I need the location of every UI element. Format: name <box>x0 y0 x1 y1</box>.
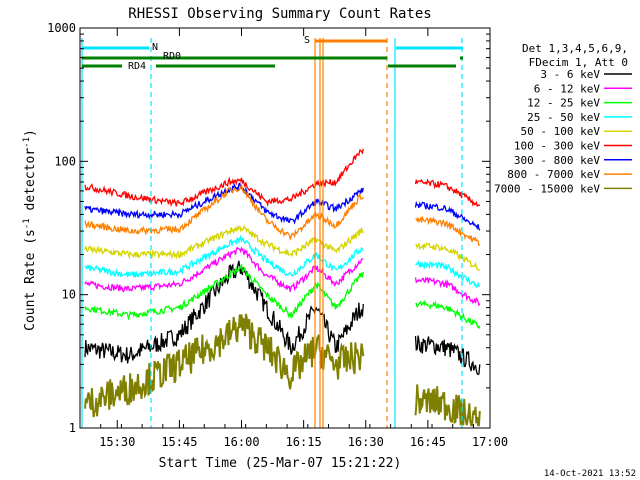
x-axis-label: Start Time (25-Mar-07 15:21:22) <box>159 456 402 471</box>
annotation-rd4: RD4 <box>128 61 146 72</box>
series-6-line-1 <box>414 200 481 231</box>
series-6 <box>84 182 481 231</box>
series-6-line-0 <box>84 182 364 225</box>
series-1-line-1 <box>414 276 481 307</box>
series-7 <box>84 184 481 247</box>
series-1 <box>84 246 481 307</box>
series-0-line-1 <box>414 335 481 376</box>
y-tick-label-2: 100 <box>54 154 76 168</box>
legend-label-6: 300 - 800 keV <box>514 154 600 167</box>
chart-title: RHESSI Observing Summary Count Rates <box>128 6 431 22</box>
series-3 <box>84 234 481 288</box>
x-tick-label-6: 17:00 <box>472 435 508 449</box>
series-5-line-0 <box>84 148 364 208</box>
series-5 <box>84 148 481 208</box>
series-8-line-1 <box>414 384 481 427</box>
legend-label-5: 100 - 300 keV <box>514 140 600 153</box>
legend-label-8: 7000 - 15000 keV <box>494 182 600 195</box>
plot-area: N RD0 RD4 S 1 10 100 1000 15:30 15:45 16:00 16:15 16… <box>47 21 508 449</box>
legend: Det 1,3,4,5,6,9,FDecim 1, Att 03 - 6 keV… <box>494 42 632 195</box>
x-tick-label-1: 15:45 <box>161 435 197 449</box>
legend-label-4: 50 - 100 keV <box>521 125 601 138</box>
annotation-n: N <box>152 42 158 53</box>
legend-label-7: 800 - 7000 keV <box>507 168 600 181</box>
x-tick-label-3: 16:15 <box>286 435 322 449</box>
annotation-rd0: RD0 <box>163 51 181 62</box>
legend-header-1: FDecim 1, Att 0 <box>529 56 628 69</box>
series-4-line-1 <box>415 242 480 271</box>
series-4-line-0 <box>84 224 364 260</box>
y-tick-label-3: 1000 <box>47 21 76 35</box>
series-8 <box>84 313 481 427</box>
series-0 <box>84 260 481 376</box>
legend-label-3: 25 - 50 keV <box>527 111 600 124</box>
x-tick-label-2: 16:00 <box>223 435 259 449</box>
legend-label-0: 3 - 6 keV <box>540 68 600 81</box>
series-2-line-1 <box>415 299 481 329</box>
y-tick-label-1: 10 <box>62 288 76 302</box>
series-1-line-0 <box>84 246 364 293</box>
plot-frame <box>79 27 491 429</box>
series-5-line-1 <box>414 178 481 208</box>
x-tick-label-5: 16:45 <box>410 435 446 449</box>
y-axis-label: Count Rate (s-1 detector-1) <box>22 129 38 331</box>
series-2 <box>84 264 481 329</box>
y-tick-label-0: 1 <box>69 421 76 435</box>
series-7-line-0 <box>84 184 364 241</box>
annotation-s: S <box>304 35 310 46</box>
series-2-line-0 <box>84 264 364 321</box>
series-7-line-1 <box>415 215 481 247</box>
legend-label-1: 6 - 12 keV <box>534 82 601 95</box>
legend-label-2: 12 - 25 keV <box>527 97 600 110</box>
series-0-line-0 <box>84 260 364 364</box>
x-tick-label-4: 16:30 <box>348 435 384 449</box>
series-3-line-1 <box>415 259 481 288</box>
timestamp: 14-Oct-2021 13:52 <box>544 469 636 479</box>
x-tick-label-0: 15:30 <box>99 435 135 449</box>
legend-header-0: Det 1,3,4,5,6,9, <box>522 42 628 55</box>
series-3-line-0 <box>84 234 364 278</box>
series-8-line-0 <box>84 313 365 418</box>
series-4 <box>84 224 480 271</box>
